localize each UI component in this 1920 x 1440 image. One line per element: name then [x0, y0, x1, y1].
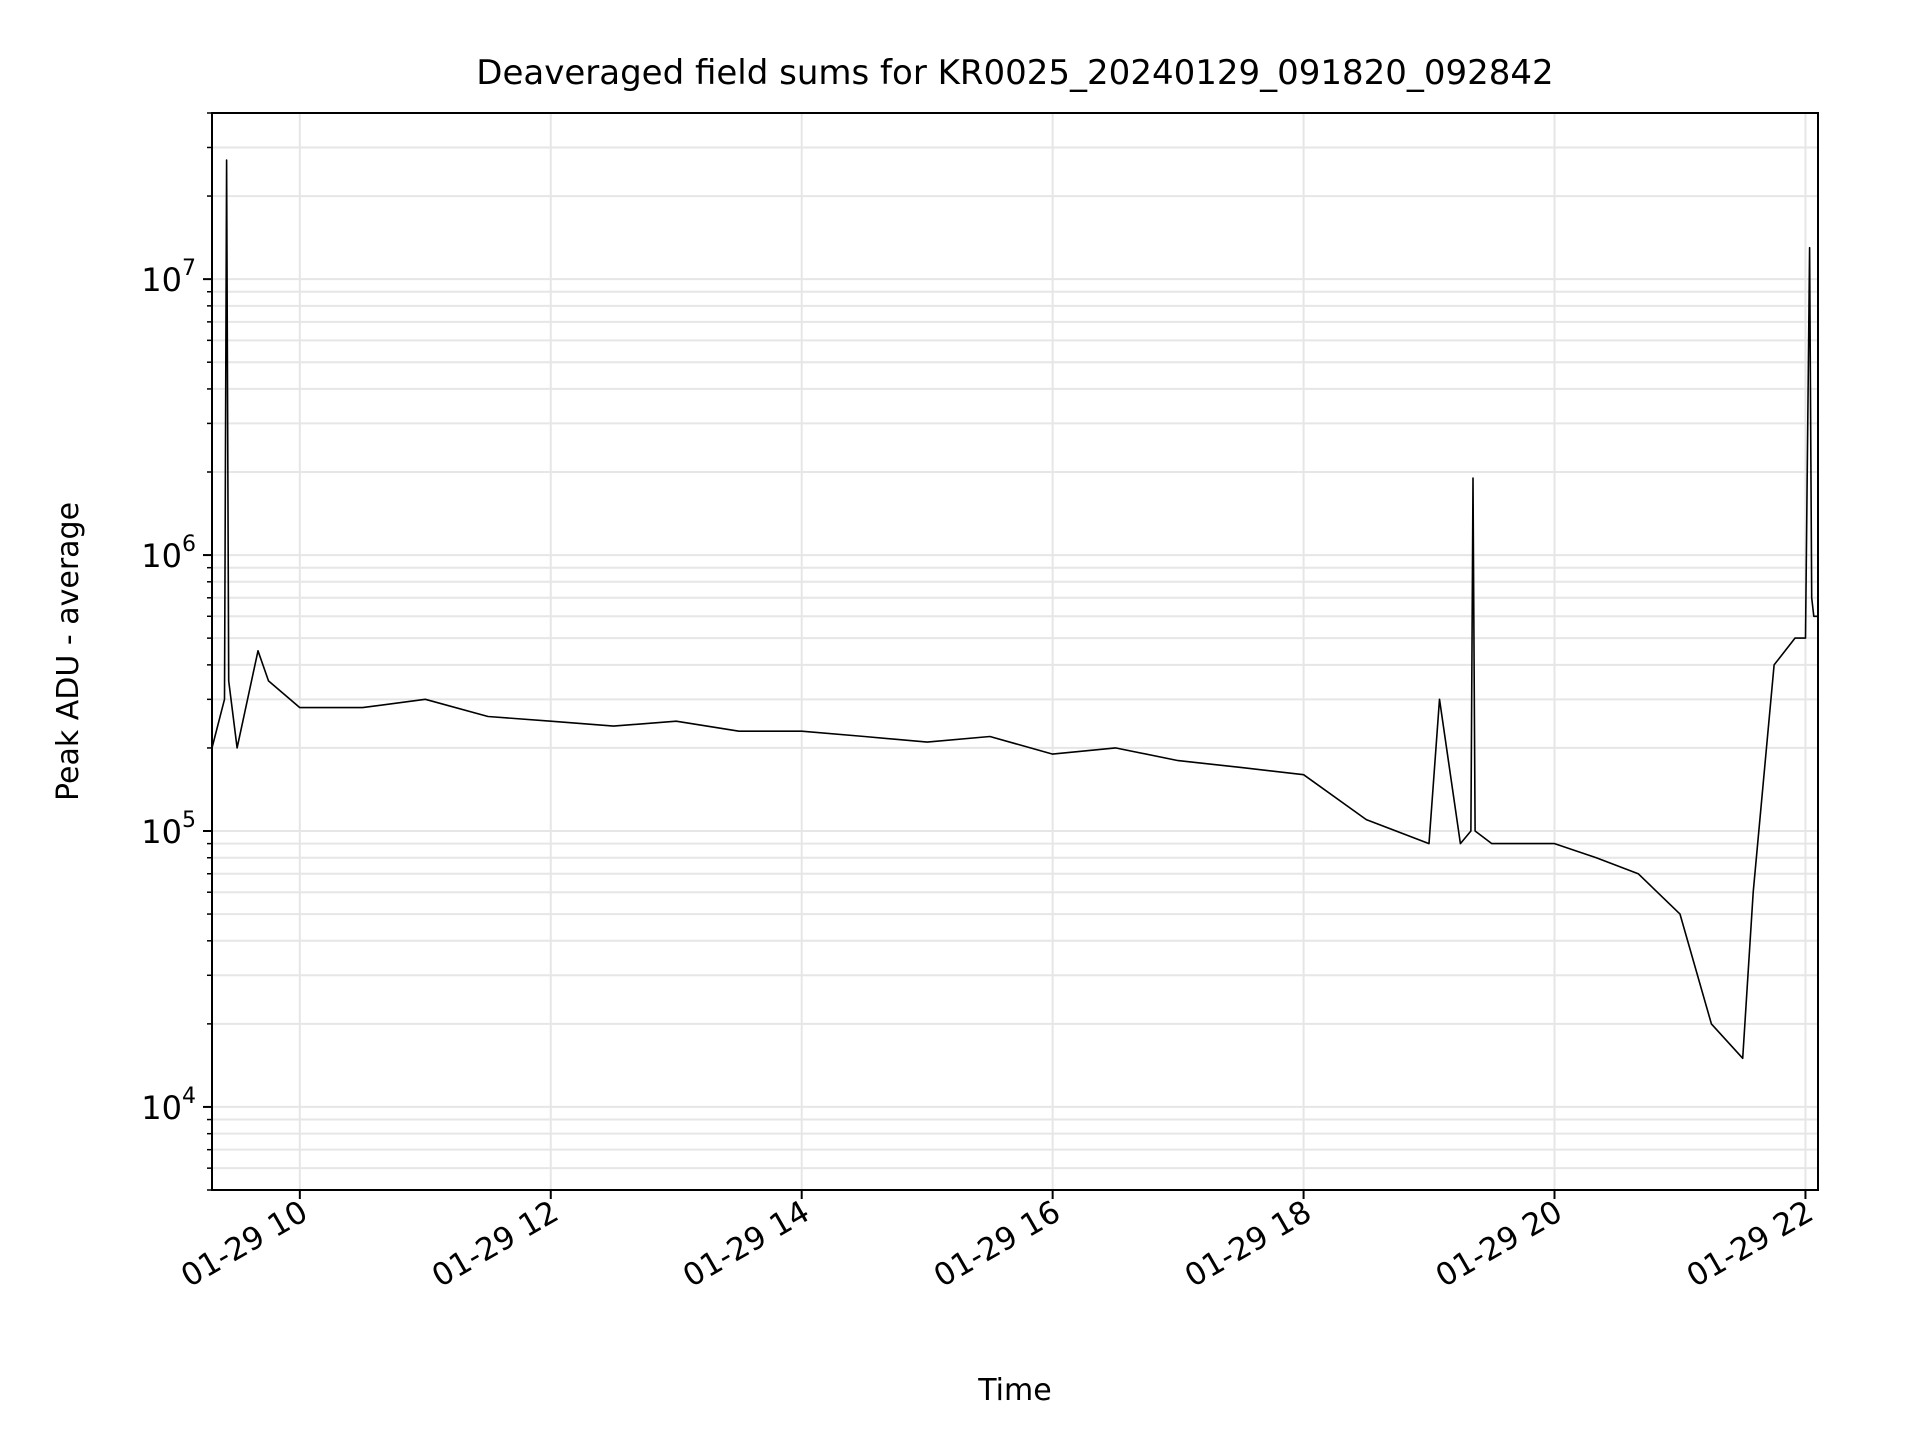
- series-polyline: [211, 159, 1818, 1060]
- x-axis-label: Time: [977, 1373, 1051, 1408]
- chart-title: Deaveraged field sums for KR0025_2024012…: [476, 53, 1553, 93]
- plot-area-frame: [211, 112, 1819, 1191]
- series-line: [211, 159, 1818, 1060]
- y-tick-label: 106: [141, 532, 196, 575]
- y-tick-label: 105: [141, 808, 196, 851]
- y-tick-label: 104: [141, 1084, 196, 1127]
- y-tick-label: 107: [141, 256, 196, 299]
- grid-lines: [212, 112, 1818, 1191]
- y-axis-label: Peak ADU - average: [51, 502, 86, 801]
